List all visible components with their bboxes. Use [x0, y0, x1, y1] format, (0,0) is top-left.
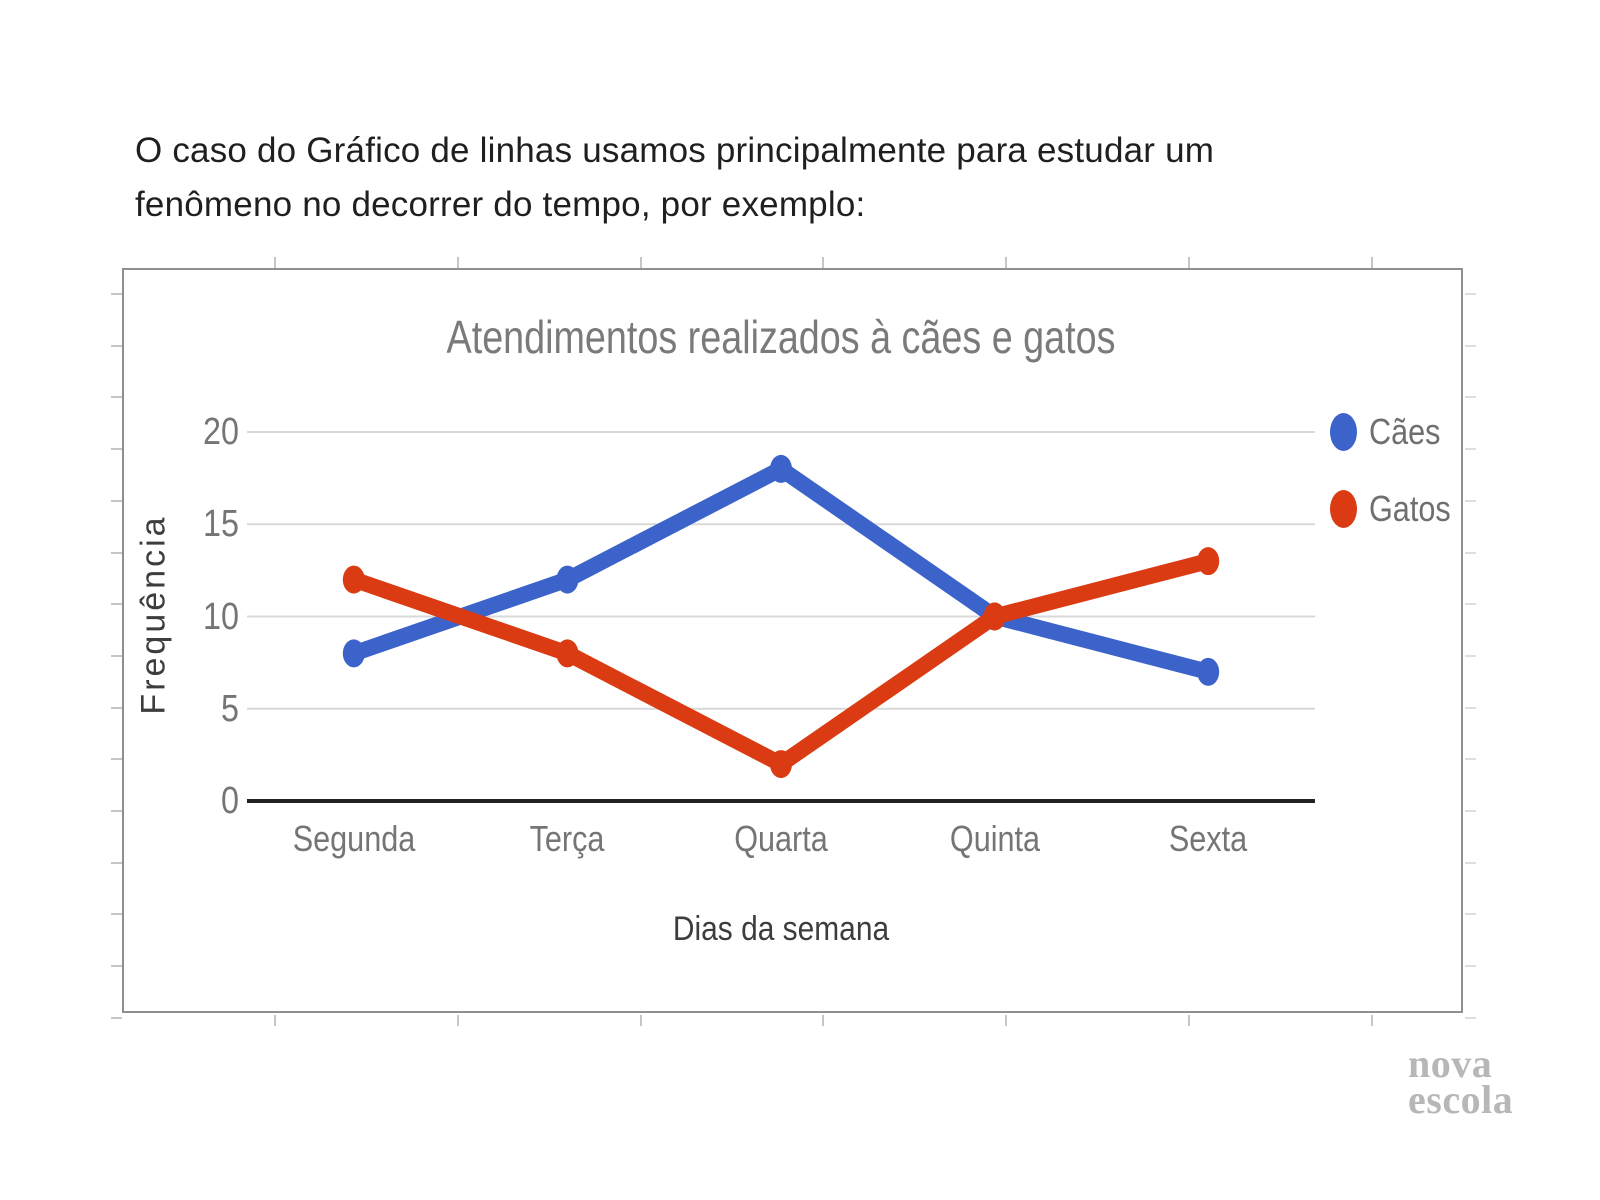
legend-swatch-cães	[1330, 413, 1357, 451]
x-tick-label-sexta: Sexta	[1169, 818, 1248, 859]
ruler-tick	[111, 603, 122, 605]
y-tick-label-20: 20	[203, 411, 239, 453]
ruler-tick	[640, 257, 642, 268]
ruler-tick	[1465, 913, 1476, 915]
ruler-tick	[111, 293, 122, 295]
series-line-cães	[351, 460, 1211, 680]
intro-line-2: fenômeno no decorrer do tempo, por exemp…	[135, 185, 866, 224]
ruler-tick	[111, 655, 122, 657]
nova-escola-logo: nova escola	[1408, 1041, 1514, 1122]
ruler-tick	[111, 707, 122, 709]
ruler-tick	[111, 396, 122, 398]
data-point-gatos-sexta	[1197, 547, 1220, 576]
logo-word-nova: nova	[1408, 1041, 1493, 1086]
chart-image: Atendimentos realizados à cães e gatos 0…	[122, 268, 1463, 1013]
data-point-gatos-segunda	[342, 565, 365, 594]
ruler-tick	[1465, 396, 1476, 398]
y-tick-label-15: 15	[203, 503, 239, 546]
data-point-gatos-quinta	[983, 602, 1006, 631]
line-chart-plot	[247, 431, 1315, 803]
ruler-tick	[1465, 293, 1476, 295]
ruler-tick	[274, 257, 276, 268]
ruler-tick	[111, 1017, 122, 1019]
intro-line-1: O caso do Gráfico de linhas usamos princ…	[135, 131, 1215, 170]
ruler-tick	[111, 758, 122, 760]
ruler-tick	[640, 1015, 642, 1026]
y-axis-title: Frequência	[134, 514, 173, 715]
ruler-tick	[111, 500, 122, 502]
ruler-tick	[1465, 707, 1476, 709]
x-tick-label-quinta: Quinta	[949, 818, 1040, 859]
ruler-tick	[1465, 758, 1476, 760]
ruler-tick	[1465, 500, 1476, 502]
legend-label-cães: Cães	[1369, 411, 1441, 452]
slide-intro-text: O caso do Gráfico de linhas usamos princ…	[135, 124, 1475, 232]
legend-item-gatos: Gatos	[1330, 488, 1465, 530]
data-point-cães-terça	[556, 565, 579, 594]
data-point-cães-sexta	[1197, 657, 1220, 686]
chart-title: Atendimentos realizados à cães e gatos	[446, 311, 1116, 363]
ruler-tick	[274, 1015, 276, 1026]
x-tick-label-quarta: Quarta	[734, 818, 828, 859]
y-tick-label-10: 10	[203, 595, 239, 638]
ruler-tick	[1465, 655, 1476, 657]
x-axis-title: Dias da semana	[672, 910, 890, 948]
ruler-tick	[1005, 1015, 1007, 1026]
ruler-tick	[822, 1015, 824, 1026]
data-point-gatos-terça	[556, 639, 579, 668]
data-point-cães-quarta	[770, 454, 792, 483]
legend-item-cães: Cães	[1330, 411, 1453, 453]
ruler-tick	[1465, 448, 1476, 450]
ruler-tick	[111, 913, 122, 915]
ruler-tick	[111, 862, 122, 864]
ruler-tick	[457, 1015, 459, 1026]
ruler-tick	[1465, 965, 1476, 967]
ruler-tick	[1188, 257, 1190, 268]
y-tick-label-5: 5	[221, 687, 239, 730]
x-tick-label-segunda: Segunda	[292, 818, 416, 859]
ruler-tick	[1188, 1015, 1190, 1026]
ruler-tick	[1371, 257, 1373, 268]
ruler-tick	[822, 257, 824, 268]
ruler-tick	[1465, 603, 1476, 605]
y-tick-label-0: 0	[221, 780, 239, 822]
ruler-tick	[1465, 810, 1476, 812]
ruler-tick	[111, 552, 122, 554]
ruler-tick	[1465, 1017, 1476, 1019]
ruler-tick	[111, 345, 122, 347]
x-tick-label-terça: Terça	[529, 818, 605, 859]
ruler-tick	[1465, 345, 1476, 347]
ruler-tick	[111, 965, 122, 967]
legend-label-gatos: Gatos	[1369, 488, 1451, 529]
logo-word-escola: escola	[1408, 1077, 1514, 1122]
data-point-cães-segunda	[342, 639, 365, 668]
data-point-gatos-quarta	[770, 750, 792, 779]
legend-swatch-gatos	[1330, 490, 1357, 528]
ruler-tick	[111, 448, 122, 450]
series-line-gatos	[351, 553, 1211, 773]
ruler-tick	[457, 257, 459, 268]
ruler-tick	[111, 810, 122, 812]
ruler-tick	[1371, 1015, 1373, 1026]
ruler-tick	[1465, 862, 1476, 864]
ruler-tick	[1465, 552, 1476, 554]
ruler-tick	[1005, 257, 1007, 268]
